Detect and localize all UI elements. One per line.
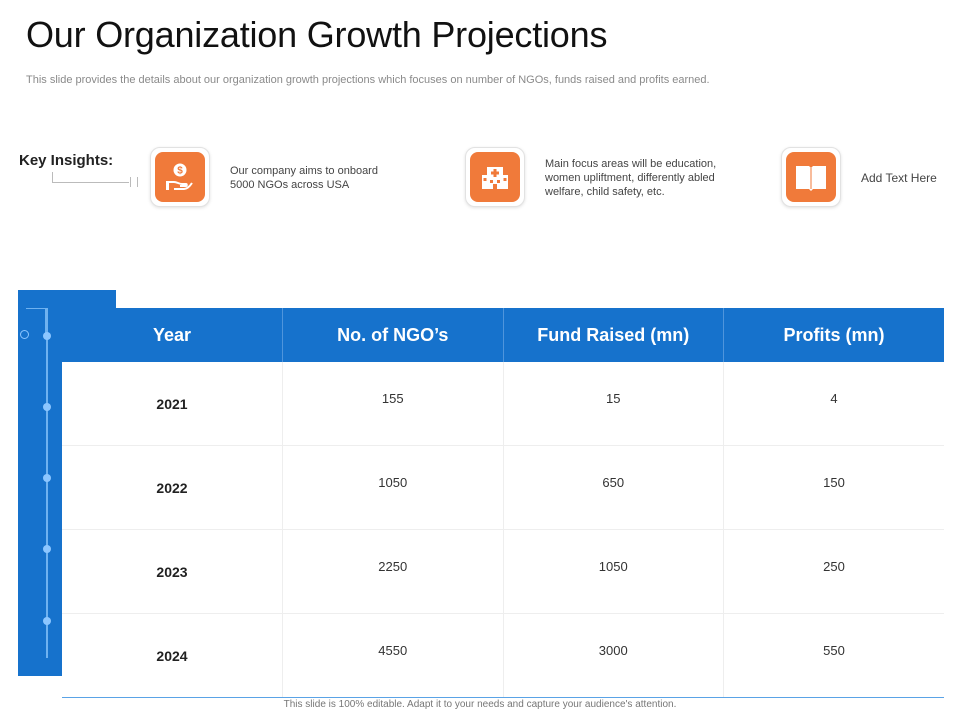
cell-year: 2024 [62,613,283,698]
timeline-dot [43,617,51,625]
insight-2-icon-box [465,147,525,207]
building-icon [482,167,508,189]
cell-profits: 250 [723,529,944,614]
timeline-bracket [26,308,46,334]
table-row: 2023 2250 1050 250 [62,529,944,614]
page-title: Our Organization Growth Projections [26,14,608,55]
cell-year: 2022 [62,445,283,530]
timeline-dot [20,330,29,339]
cell-fund-raised: 15 [503,362,724,446]
money-hand-icon: $ [166,163,193,190]
insight-3-text: Add Text Here [861,171,937,185]
header-profits: Profits (mn) [723,308,944,362]
cell-ngos: 155 [282,362,504,446]
insight-1-text: Our company aims to onboard 5000 NGOs ac… [230,165,378,191]
svg-text:$: $ [177,166,183,177]
cell-fund-raised: 1050 [503,529,724,614]
timeline-dot [43,332,51,340]
header-fund-raised: Fund Raised (mn) [503,308,724,362]
cell-profits: 4 [723,362,944,446]
timeline-dot [43,474,51,482]
key-insights-connector [52,172,129,183]
footer-note: This slide is 100% editable. Adapt it to… [283,699,677,710]
table-header-row: Year No. of NGO’s Fund Raised (mn) Profi… [62,308,944,362]
header-year: Year [62,308,283,362]
cell-fund-raised: 3000 [503,613,724,698]
cell-ngos: 4550 [282,613,504,698]
key-insights-connector-ticks [130,177,138,187]
table-row: 2021 155 15 4 [62,362,944,446]
insight-1-icon-box: $ [150,147,210,207]
key-insights-label: Key Insights: [19,152,114,169]
book-icon [796,166,826,191]
header-ngos: No. of NGO’s [282,308,504,362]
insight-3-icon-box [781,147,841,207]
timeline-dot [43,545,51,553]
cell-year: 2023 [62,529,283,614]
cell-fund-raised: 650 [503,445,724,530]
cell-year: 2021 [62,362,283,446]
table-row: 2022 1050 650 150 [62,445,944,530]
projections-table: Year No. of NGO’s Fund Raised (mn) Profi… [62,308,944,698]
table-row: 2024 4550 3000 550 [62,613,944,698]
timeline-line [46,308,48,658]
insight-2-text: Main focus areas will be education, wome… [545,158,717,198]
cell-profits: 550 [723,613,944,698]
timeline-dot [43,403,51,411]
cell-profits: 150 [723,445,944,530]
page-subtitle: This slide provides the details about ou… [26,74,710,86]
cell-ngos: 1050 [282,445,504,530]
cell-ngos: 2250 [282,529,504,614]
